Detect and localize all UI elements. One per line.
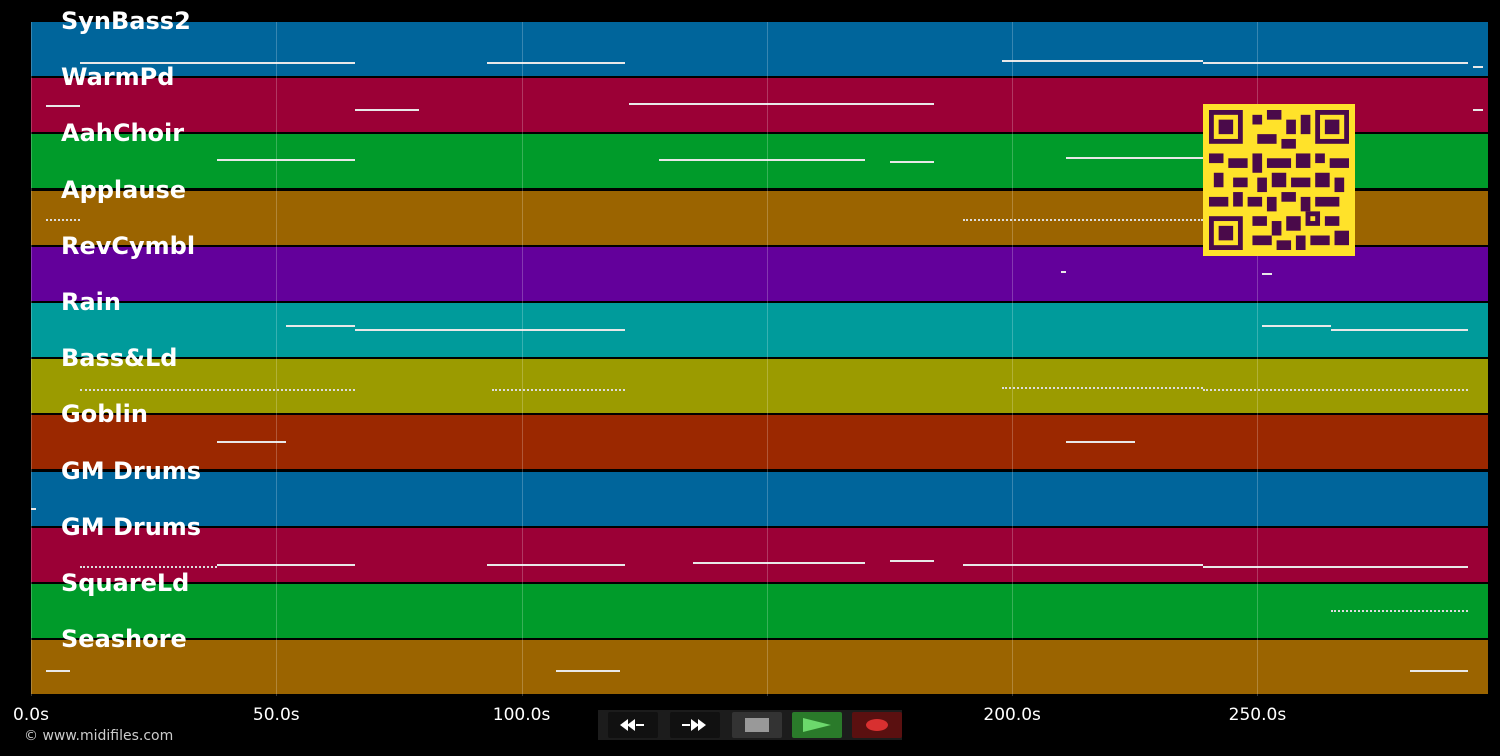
midi-note xyxy=(45,670,71,673)
rewind-icon xyxy=(620,719,644,731)
track-lane[interactable]: Seashore xyxy=(31,625,1488,695)
time-tick-label: 200.0s xyxy=(983,705,1041,725)
midi-note xyxy=(1262,272,1273,275)
midi-note xyxy=(354,109,419,112)
midi-note xyxy=(80,62,355,64)
track-lane[interactable]: Bass&Ld xyxy=(31,344,1488,414)
track-lane[interactable]: SquareLd xyxy=(31,569,1488,638)
track-lane[interactable]: GM Drums xyxy=(31,457,1488,526)
midi-note xyxy=(354,329,625,331)
time-tick-label: 100.0s xyxy=(492,705,551,725)
midi-note xyxy=(555,670,620,673)
midi-note xyxy=(1331,329,1469,331)
play-button[interactable] xyxy=(792,712,842,738)
midi-note xyxy=(45,218,81,221)
midi-note xyxy=(31,507,36,510)
midi-note xyxy=(889,161,934,164)
midi-note xyxy=(693,561,865,564)
fast-forward-icon xyxy=(682,719,706,731)
track-lane[interactable]: Goblin xyxy=(31,400,1488,470)
midi-note xyxy=(1262,325,1331,327)
midi-note xyxy=(487,563,625,566)
midi-note xyxy=(1203,62,1469,64)
midi-note xyxy=(889,559,934,562)
midi-note xyxy=(1203,565,1469,568)
fast-forward-button[interactable] xyxy=(670,712,720,738)
time-tick-label: 0.0s xyxy=(13,705,49,725)
stop-icon xyxy=(745,718,769,732)
track-lane[interactable]: SynBass2 xyxy=(31,7,1488,76)
copyright-text[interactable]: © www.midifiles.com xyxy=(24,728,174,744)
midi-note xyxy=(1203,389,1469,392)
record-button[interactable] xyxy=(852,712,902,738)
midi-note xyxy=(217,159,355,162)
midi-note xyxy=(217,441,287,444)
time-tick-label: 250.0s xyxy=(1228,705,1287,725)
midi-note xyxy=(629,103,934,106)
midi-note xyxy=(1473,66,1484,68)
track-lane[interactable]: Rain xyxy=(31,288,1488,357)
midi-note xyxy=(80,389,355,392)
midi-note xyxy=(1002,60,1204,62)
midi-note xyxy=(1002,387,1204,390)
midi-note xyxy=(1061,270,1067,273)
midi-note xyxy=(1409,670,1469,673)
midi-note xyxy=(658,159,865,162)
midi-note xyxy=(286,325,355,327)
midi-note xyxy=(45,105,81,108)
midi-note xyxy=(80,565,218,568)
midi-note xyxy=(1331,610,1469,612)
midi-note xyxy=(217,563,355,566)
record-icon xyxy=(866,719,888,731)
rewind-button[interactable] xyxy=(608,712,658,738)
midi-note xyxy=(1066,157,1204,160)
stop-button[interactable] xyxy=(732,712,782,738)
track-label: SynBass2 xyxy=(61,7,191,35)
midi-note xyxy=(963,563,1204,566)
time-tick-label: 50.0s xyxy=(252,705,300,725)
track-lane[interactable]: GM Drums xyxy=(31,513,1488,582)
transport-bar xyxy=(598,710,902,740)
qr-code-icon[interactable] xyxy=(1203,104,1355,256)
midi-note xyxy=(963,218,1204,221)
midi-note xyxy=(487,62,625,64)
play-icon xyxy=(803,718,831,732)
midi-note xyxy=(1473,109,1484,112)
midi-note xyxy=(1066,441,1135,444)
midi-note xyxy=(492,389,625,392)
